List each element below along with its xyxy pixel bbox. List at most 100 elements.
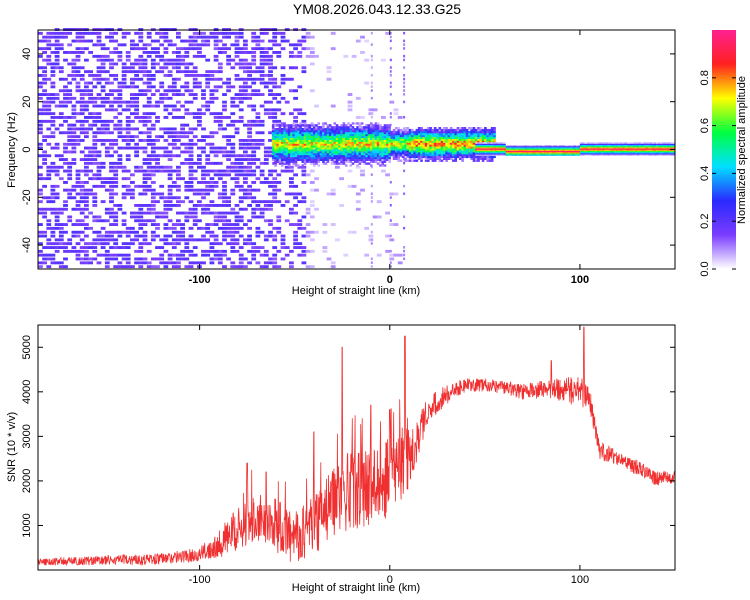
spectrogram-cell — [328, 152, 332, 156]
spectrogram-cell — [213, 181, 219, 184]
spectrogram-cell — [496, 151, 499, 154]
spectrogram-cell — [557, 148, 560, 150]
spectrogram-cell — [317, 133, 321, 137]
spectrogram-cell — [150, 51, 156, 54]
spectrogram-cell — [188, 253, 194, 257]
spectrogram-cell — [130, 112, 135, 116]
spectrogram-cell — [247, 226, 252, 230]
spectrogram-cell — [222, 35, 227, 39]
spectrogram-cell — [309, 47, 315, 51]
spectrogram-cell — [42, 74, 47, 77]
spectrogram-cell — [150, 154, 156, 158]
spectrogram-cell — [342, 149, 346, 152]
spectrogram-cell — [313, 145, 316, 148]
spectrogram-cell — [401, 134, 405, 138]
spectrogram-cell — [100, 89, 106, 93]
spectrogram-cell — [88, 116, 93, 119]
spectrogram-cell — [358, 147, 362, 150]
spectrogram-cell — [75, 35, 81, 39]
spectrogram-cell — [281, 137, 284, 140]
spectrogram-cell — [427, 127, 430, 130]
spectrogram-cell — [404, 130, 407, 134]
spectrogram-cell — [226, 58, 231, 62]
spectrogram-cell — [75, 207, 81, 211]
spectrogram-cell — [294, 135, 298, 138]
spectrogram-cell — [247, 242, 252, 246]
spectrogram-cell — [545, 151, 548, 154]
spectrogram-cell — [138, 204, 144, 207]
spectrogram-cell — [576, 147, 579, 149]
spectrogram-cell — [259, 62, 265, 66]
spectrogram-cell — [335, 154, 339, 158]
spectrogram-cell — [534, 154, 537, 156]
spectrogram-cell — [472, 136, 476, 139]
spectrogram-cell — [134, 96, 139, 100]
spectrogram-cell — [328, 156, 332, 160]
spectrogram-cell — [301, 226, 307, 230]
spectrogram-cell — [297, 165, 303, 169]
spectrogram-cell — [600, 154, 603, 156]
spectrogram-cell — [79, 35, 85, 39]
spectrogram-cell — [593, 150, 596, 153]
spectrogram-cell — [213, 146, 219, 150]
spectrogram-cell — [541, 147, 545, 149]
spectrogram-cell — [324, 156, 327, 160]
spectrogram-cell — [159, 66, 165, 70]
spectrogram-cell — [397, 128, 400, 132]
spectrogram-cell — [315, 129, 318, 133]
spectrogram-cell — [75, 39, 81, 43]
spectrogram-cell — [481, 149, 484, 151]
spectrogram-cell — [109, 93, 114, 96]
spectrogram-cell — [465, 132, 469, 136]
spectrogram-cell — [226, 123, 231, 127]
spectrogram-cell — [163, 51, 169, 54]
spectrogram-cell — [502, 149, 505, 151]
spectrogram-cell — [436, 157, 439, 160]
spectrogram-cell — [142, 257, 148, 261]
spectrogram-cell — [349, 152, 353, 156]
spectrogram-cell — [365, 152, 368, 156]
spectrogram-cell — [113, 192, 119, 196]
spectrogram-cell — [372, 133, 375, 137]
spectrogram-cell — [555, 151, 558, 154]
spectrogram-cell — [263, 253, 269, 257]
spectrogram-cell — [130, 139, 135, 142]
spectrogram-cell — [433, 134, 437, 138]
spectrogram-cell — [130, 135, 135, 139]
spectrogram-cell — [285, 149, 289, 152]
spectrogram-cell — [355, 200, 361, 204]
spectrogram-cell — [344, 128, 348, 131]
spectrogram-cell — [417, 134, 421, 138]
spectrogram-cell — [331, 147, 334, 150]
spectrogram-cell — [406, 134, 410, 138]
spectrogram-cell — [372, 154, 375, 158]
spectrogram-cell — [406, 150, 410, 153]
spectrogram-cell — [293, 108, 298, 112]
spectrogram-cell — [445, 138, 448, 141]
spectrogram-cell — [84, 204, 89, 207]
spectrogram-cell — [50, 35, 56, 39]
spectrogram-cell — [545, 149, 548, 151]
spectrogram-cell — [192, 215, 198, 219]
spectrogram-cell — [230, 242, 236, 246]
spectrogram-cell — [268, 108, 273, 112]
spectrogram-cell — [374, 147, 378, 150]
spectrogram-cell — [294, 150, 298, 154]
spectrogram-cell — [445, 134, 448, 138]
spectrogram-cell — [263, 150, 269, 154]
spectrogram-cell — [276, 200, 282, 204]
spectrogram-cell — [372, 141, 375, 144]
spectrogram-cell — [192, 207, 198, 211]
spectrogram-cell — [278, 139, 282, 142]
spectrogram-cell — [490, 159, 494, 162]
spectrogram-cell — [171, 253, 177, 257]
spectrogram-cell — [138, 184, 144, 188]
spectrogram-cell — [50, 62, 56, 66]
spectrogram-cell — [150, 207, 156, 211]
spectrogram-cell — [283, 137, 286, 140]
spectrogram-cell — [411, 140, 414, 143]
spectrogram-cell — [547, 144, 550, 147]
spectrogram-cell — [75, 31, 81, 35]
spectrogram-cell — [209, 35, 215, 39]
spectrogram-cell — [363, 156, 366, 160]
